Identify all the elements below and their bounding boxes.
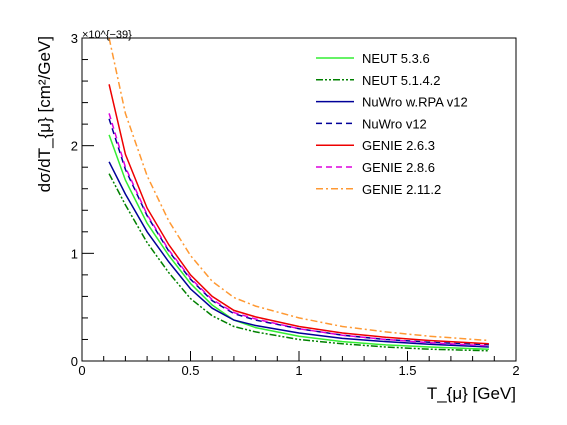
x-axis-title: T_{μ} [GeV]	[427, 384, 516, 403]
legend-label-5: GENIE 2.6.3	[362, 138, 435, 153]
x-tick-label: 1.5	[398, 363, 416, 378]
y-tick-label: 0	[71, 354, 78, 369]
series-line-6	[108, 113, 489, 347]
y-exponent-label: ×10^{−39}	[82, 29, 132, 41]
series-line-2	[108, 173, 489, 352]
legend-label-4: NuWro v12	[362, 116, 427, 131]
x-tick-label: 1	[295, 363, 302, 378]
series-line-7	[108, 38, 489, 342]
axes: 0 0.5 1 1.5 2 0 1 2 3	[71, 31, 520, 378]
plot-area	[108, 38, 489, 352]
legend-label-6: GENIE 2.8.6	[362, 160, 435, 175]
y-axis-title: dσ/dT_{μ} [cm²/GeV]	[35, 36, 54, 192]
x-tick-label: 2	[512, 363, 519, 378]
legend-label-7: GENIE 2.11.2	[362, 182, 441, 197]
y-tick-label: 1	[71, 246, 78, 261]
legend-label-2: NEUT 5.1.4.2	[362, 73, 441, 88]
series-line-3	[108, 161, 489, 348]
x-tick-label: 0.5	[181, 363, 199, 378]
legend: NEUT 5.3.6 NEUT 5.1.4.2 NuWro w.RPA v12 NuW…	[316, 51, 468, 197]
y-tick-label: 2	[71, 139, 78, 154]
x-tick-label: 0	[78, 363, 85, 378]
legend-label-1: NEUT 5.3.6	[362, 51, 430, 66]
series-line-5	[108, 84, 489, 345]
y-tick-label: 3	[71, 31, 78, 46]
legend-label-3: NuWro w.RPA v12	[362, 95, 468, 110]
